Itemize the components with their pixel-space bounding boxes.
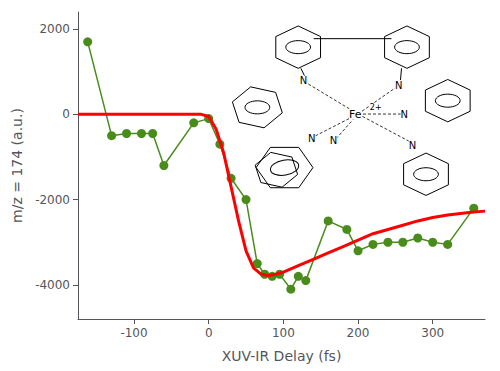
svg-text:100: 100 bbox=[272, 326, 295, 340]
svg-text:-2000: -2000 bbox=[35, 193, 70, 207]
svg-text:2000: 2000 bbox=[39, 22, 70, 36]
svg-text:XUV-IR Delay (fs): XUV-IR Delay (fs) bbox=[222, 348, 342, 364]
svg-text:0: 0 bbox=[62, 107, 70, 121]
svg-text:300: 300 bbox=[421, 326, 444, 340]
svg-text:N: N bbox=[308, 133, 315, 144]
svg-text:m/z = 174 (a.u.): m/z = 174 (a.u.) bbox=[9, 108, 25, 223]
svg-text:N: N bbox=[300, 75, 307, 86]
svg-text:N: N bbox=[395, 80, 402, 91]
svg-text:N: N bbox=[330, 135, 337, 146]
svg-text:-100: -100 bbox=[120, 326, 147, 340]
svg-text:Fe: Fe bbox=[349, 108, 362, 121]
svg-text:N: N bbox=[400, 109, 407, 120]
svg-text:2+: 2+ bbox=[370, 103, 382, 112]
svg-text:N: N bbox=[409, 140, 416, 151]
svg-text:200: 200 bbox=[347, 326, 370, 340]
svg-text:0: 0 bbox=[205, 326, 213, 340]
svg-text:-4000: -4000 bbox=[35, 278, 70, 292]
